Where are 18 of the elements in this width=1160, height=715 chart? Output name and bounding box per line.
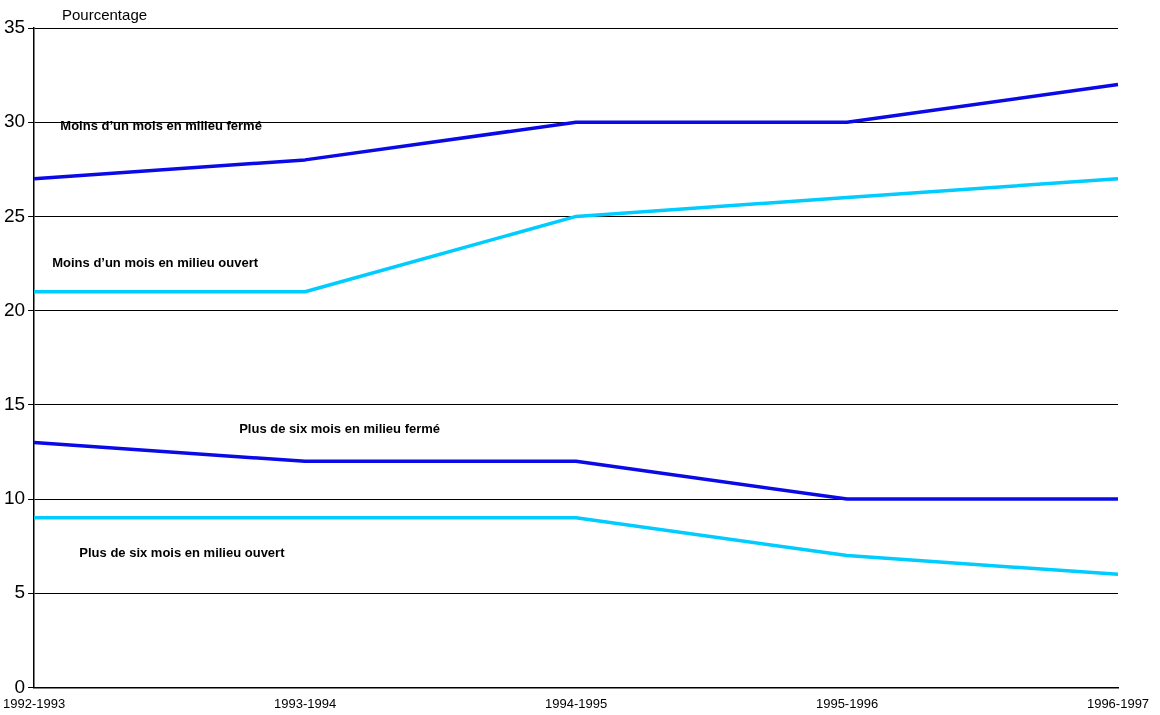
y-tick-label: 0: [14, 675, 26, 697]
x-tick-label: 1996-1997: [1086, 695, 1150, 711]
y-tick-label: 30: [3, 110, 26, 132]
text: Moins d’un mois en milieu fermé: [60, 118, 262, 134]
series-label: Moins d’un mois en milieu ouvert: [52, 255, 259, 271]
x-tick-label: 1995-1996: [815, 695, 879, 711]
x-tick-label: 1992-1993: [3, 695, 66, 711]
x-tick-label: 1994-1995: [544, 695, 608, 711]
x-tick-label: 1993-1994: [273, 695, 337, 711]
y-tick-label: 25: [3, 204, 26, 226]
series-label: Plus de six mois en milieu fermé: [239, 421, 441, 437]
y-tick-label: 15: [3, 393, 26, 415]
y-tick-label: 35: [3, 16, 26, 38]
y-axis-title: Pourcentage: [62, 6, 148, 23]
text: Plus de six mois en milieu ouvert: [79, 545, 286, 561]
y-tick-label: 20: [3, 298, 26, 320]
y-tick-label: 5: [14, 581, 26, 603]
y-tick-label: 10: [3, 487, 26, 509]
